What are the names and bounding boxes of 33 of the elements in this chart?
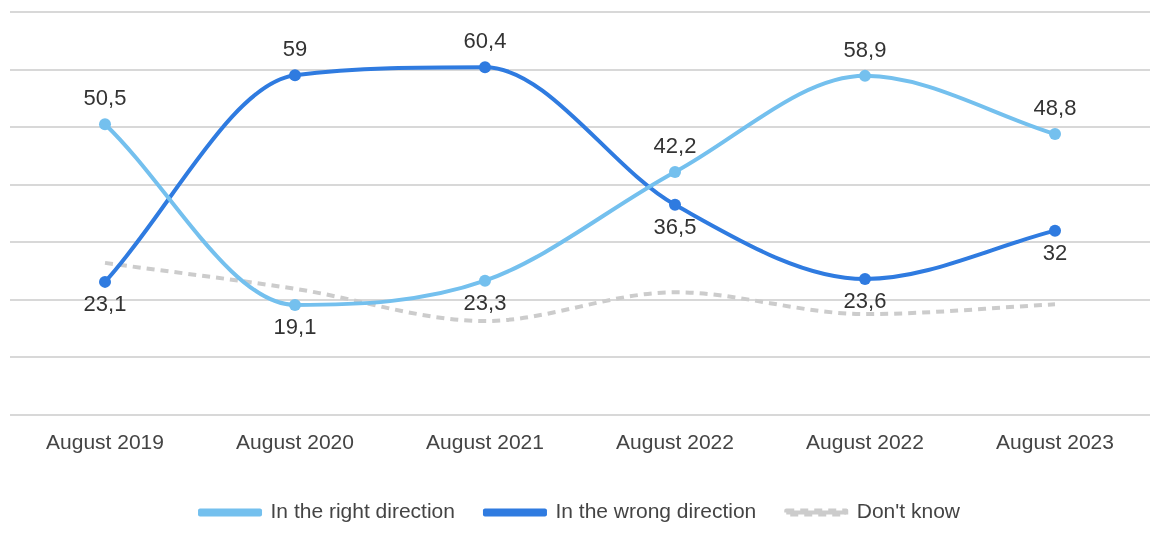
point <box>859 273 871 285</box>
point <box>859 69 871 82</box>
point <box>289 69 301 82</box>
legend-label: Don't know <box>856 499 961 523</box>
data-label: 36,5 <box>653 213 697 239</box>
point <box>1049 127 1061 140</box>
point <box>669 165 681 178</box>
data-label: 19,1 <box>273 313 317 339</box>
data-label: 23,6 <box>843 288 887 314</box>
legend-label: In the wrong direction <box>555 499 757 523</box>
x-tick-label: August 2020 <box>236 430 354 454</box>
data-label: 50,5 <box>83 85 127 111</box>
point <box>99 275 111 288</box>
legend-label: In the right direction <box>270 499 455 523</box>
data-label: 23,3 <box>463 289 507 315</box>
data-label: 48,8 <box>1033 95 1077 121</box>
x-tick-label: August 2023 <box>996 430 1114 454</box>
data-label: 23,1 <box>83 290 127 316</box>
point <box>479 61 491 74</box>
x-tick-label: August 2019 <box>46 430 164 454</box>
point <box>99 118 111 131</box>
point <box>669 198 681 211</box>
point <box>479 274 491 287</box>
data-label: 42,2 <box>653 133 697 159</box>
data-label: 32 <box>1042 239 1068 265</box>
x-tick-label: August 2021 <box>426 430 544 454</box>
data-label: 60,4 <box>463 28 507 54</box>
x-tick-label: August 2022 <box>806 430 924 454</box>
point <box>289 298 301 311</box>
point <box>1049 224 1061 237</box>
data-label: 59 <box>282 36 308 62</box>
x-tick-label: August 2022 <box>616 430 734 454</box>
data-label: 58,9 <box>843 36 887 62</box>
